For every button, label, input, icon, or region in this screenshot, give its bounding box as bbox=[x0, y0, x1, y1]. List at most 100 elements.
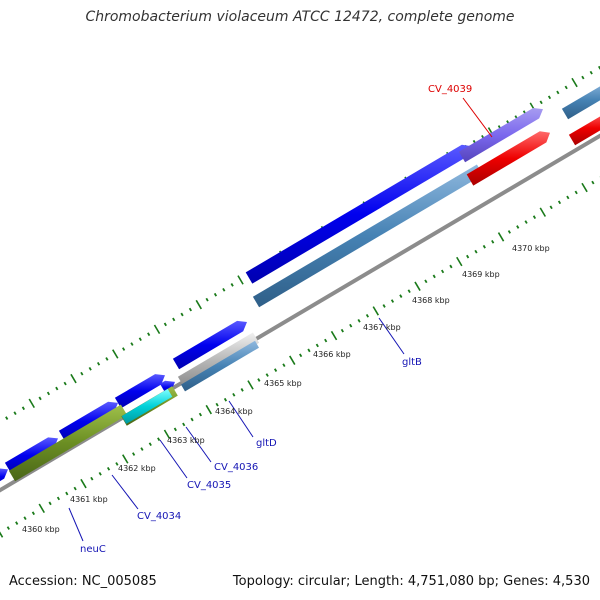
tick-mark bbox=[157, 437, 161, 442]
cds-fwd-2[interactable] bbox=[4, 437, 58, 474]
tick-mark bbox=[240, 388, 244, 392]
gene-label-cv4035[interactable]: CV_4035 bbox=[187, 480, 231, 491]
kbp-label-4362: 4362 kbp bbox=[118, 464, 156, 473]
tick-mark bbox=[539, 207, 547, 217]
tick-mark bbox=[372, 306, 380, 316]
tick-mark bbox=[591, 180, 595, 185]
tick-mark bbox=[205, 297, 209, 302]
tick-mark bbox=[96, 362, 101, 366]
gene-label-neuC[interactable]: neuC bbox=[80, 544, 106, 555]
leader-gltB bbox=[378, 317, 405, 355]
cds-gltD[interactable] bbox=[181, 340, 259, 392]
tick-mark bbox=[330, 330, 338, 341]
tick-ring-inner bbox=[0, 176, 600, 538]
gene-label-cv4039[interactable]: CV_4039 bbox=[428, 84, 472, 95]
gene-label-cv4034[interactable]: CV_4034 bbox=[137, 511, 181, 522]
tick-mark bbox=[215, 402, 219, 407]
tick-mark bbox=[88, 366, 92, 371]
tick-mark bbox=[140, 447, 144, 451]
tick-mark bbox=[222, 287, 226, 292]
tick-mark bbox=[70, 373, 77, 384]
tick-mark bbox=[273, 368, 278, 372]
cds-red-2[interactable] bbox=[568, 111, 600, 146]
cds-neuC[interactable] bbox=[8, 404, 128, 482]
tick-mark bbox=[539, 100, 543, 105]
tick-mark bbox=[65, 491, 69, 496]
gene-label-gltB[interactable]: gltB bbox=[402, 357, 422, 368]
tick-mark bbox=[365, 314, 370, 318]
tick-mark bbox=[147, 332, 151, 337]
cds-fwd-6[interactable] bbox=[172, 320, 247, 370]
tick-mark bbox=[28, 398, 35, 409]
tick-mark bbox=[516, 225, 520, 229]
tick-mark bbox=[449, 264, 453, 269]
tick-mark bbox=[474, 249, 478, 254]
tick-mark bbox=[340, 328, 344, 333]
tick-mark bbox=[105, 357, 109, 361]
accession-text: Accession: NC_005085 bbox=[9, 574, 157, 589]
tick-mark bbox=[566, 195, 570, 200]
tick-mark bbox=[399, 294, 403, 298]
kbp-label-4368: 4368 kbp bbox=[412, 296, 450, 305]
cds-CV_4039[interactable] bbox=[458, 108, 543, 163]
cds-fwd-4[interactable] bbox=[114, 374, 165, 409]
tick-mark bbox=[491, 239, 495, 244]
tick-mark bbox=[223, 397, 228, 402]
tick-mark bbox=[182, 422, 186, 427]
tick-mark bbox=[5, 416, 9, 420]
tick-mark bbox=[307, 348, 311, 353]
tick-mark bbox=[315, 343, 319, 348]
cds-fwd-1[interactable] bbox=[0, 468, 8, 485]
tick-mark bbox=[382, 304, 386, 308]
tick-mark bbox=[80, 478, 87, 489]
tick-mark bbox=[581, 75, 585, 80]
cds-fwd-top[interactable] bbox=[561, 81, 600, 120]
kbp-label-4369: 4369 kbp bbox=[462, 270, 500, 279]
tick-mark bbox=[195, 299, 202, 310]
cds-CV_4036[interactable] bbox=[177, 332, 260, 388]
label-leaders bbox=[68, 97, 493, 542]
backbone-line bbox=[0, 133, 600, 493]
leader-cv4034 bbox=[111, 474, 139, 510]
tick-mark bbox=[172, 317, 176, 322]
leader-neuC bbox=[68, 507, 84, 542]
tick-mark bbox=[38, 503, 45, 514]
tick-mark bbox=[6, 526, 10, 530]
tick-mark bbox=[112, 349, 119, 359]
cds-CV_4035[interactable] bbox=[121, 388, 173, 424]
cds-fwd-7[interactable] bbox=[245, 144, 472, 284]
tick-mark bbox=[232, 392, 236, 397]
gene-label-cv4036[interactable]: CV_4036 bbox=[214, 462, 258, 473]
tick-mark bbox=[440, 269, 445, 274]
tick-mark bbox=[424, 279, 428, 284]
cds-red-1[interactable] bbox=[466, 131, 550, 186]
tick-mark bbox=[507, 230, 511, 234]
tick-mark bbox=[213, 292, 218, 297]
tick-mark bbox=[299, 353, 303, 358]
gene-labels: neuC CV_4034 CV_4035 CV_4036 gltD gltB C… bbox=[80, 84, 472, 555]
cds-gltB[interactable] bbox=[252, 164, 484, 308]
kbp-label-4363: 4363 kbp bbox=[167, 436, 205, 445]
tick-mark bbox=[132, 452, 136, 456]
tick-mark bbox=[23, 516, 27, 521]
tick-mark bbox=[56, 496, 61, 501]
tick-mark bbox=[237, 275, 244, 285]
tick-mark bbox=[38, 396, 42, 401]
gene-label-gltD[interactable]: gltD bbox=[256, 438, 277, 449]
tick-mark bbox=[524, 220, 528, 224]
tick-mark bbox=[163, 429, 171, 440]
tick-mark bbox=[432, 274, 436, 279]
leader-gltD bbox=[228, 400, 254, 438]
kbp-label-4370: 4370 kbp bbox=[512, 244, 550, 253]
cds-fwd-3[interactable] bbox=[58, 401, 118, 442]
tick-mark bbox=[456, 256, 463, 267]
tick-mark bbox=[407, 289, 411, 294]
kbp-label-4360: 4360 kbp bbox=[22, 525, 60, 534]
tick-mark bbox=[230, 283, 234, 287]
tick-mark bbox=[289, 355, 296, 365]
tick-mark bbox=[63, 381, 67, 386]
kbp-label-4365: 4365 kbp bbox=[264, 379, 302, 388]
kbp-label-4366: 4366 kbp bbox=[313, 350, 351, 359]
tick-mark bbox=[265, 373, 269, 377]
